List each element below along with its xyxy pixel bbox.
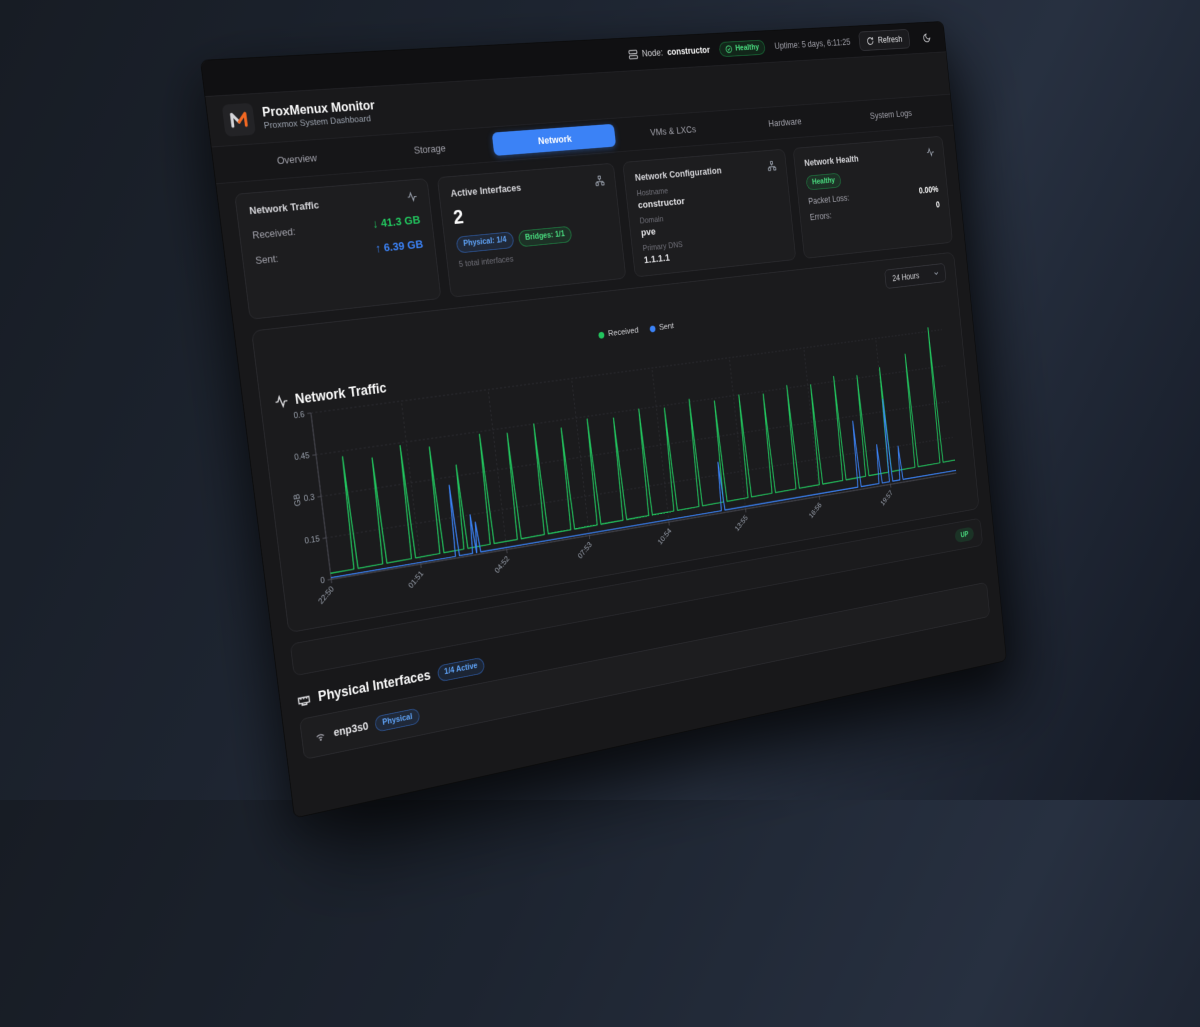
activity-icon xyxy=(406,191,418,203)
node-indicator: Node: constructor xyxy=(628,44,711,59)
active-count-badge: 1/4 Active xyxy=(437,657,486,682)
received-value: ↓ 41.3 GB xyxy=(372,213,421,230)
time-range-value: 24 Hours xyxy=(892,271,920,284)
chart-legend: Received Sent xyxy=(598,322,674,340)
legend-dot-received xyxy=(598,331,604,338)
tab-network[interactable]: Network xyxy=(492,124,616,156)
refresh-button[interactable]: Refresh xyxy=(858,29,910,51)
tab-overview[interactable]: Overview xyxy=(226,142,366,177)
physical-count-badge: Physical: 1/4 xyxy=(456,231,514,253)
chevron-down-icon xyxy=(933,269,940,278)
svg-text:0.3: 0.3 xyxy=(303,492,315,503)
ethernet-icon xyxy=(296,691,312,708)
up-status-badge: UP xyxy=(955,526,975,543)
bridges-count-badge: Bridges: 1/1 xyxy=(518,226,572,247)
network-traffic-card-title: Network Traffic xyxy=(249,199,320,217)
svg-text:19:57: 19:57 xyxy=(879,488,894,507)
interface-type-badge: Physical xyxy=(374,707,420,732)
errors-value: 0 xyxy=(936,200,941,210)
moon-icon xyxy=(922,32,931,43)
app-title-block: ProxMenux Monitor Proxmox System Dashboa… xyxy=(261,98,376,131)
node-value: constructor xyxy=(667,45,711,57)
legend-dot-sent xyxy=(649,325,655,332)
stage: Node: constructor Healthy Uptime: 5 days… xyxy=(200,60,1200,1027)
sent-label: Sent: xyxy=(255,252,279,266)
packet-loss-label: Packet Loss: xyxy=(808,193,850,207)
svg-text:0.45: 0.45 xyxy=(294,451,311,463)
network-health-card: Network Health Healthy Packet Loss: 0.00… xyxy=(793,136,953,259)
sent-value: ↑ 6.39 GB xyxy=(375,238,424,256)
health-card-status-badge: Healthy xyxy=(806,173,842,191)
legend-label-received: Received xyxy=(608,326,639,338)
uptime-text: Uptime: 5 days, 6:11:25 xyxy=(774,37,851,51)
network-configuration-card: Network Configuration Hostname construct… xyxy=(622,149,796,278)
tab-vms-lxcs[interactable]: VMs & LXCs xyxy=(614,115,731,146)
server-icon xyxy=(628,48,639,59)
proxmenux-logo xyxy=(222,103,256,137)
traffic-line-chart: 00.150.30.450.622:5001:5104:5207:5310:54… xyxy=(276,324,969,622)
network-health-card-title: Network Health xyxy=(804,153,859,168)
main-content: Network Traffic Received: ↓ 41.3 GB Sent… xyxy=(216,125,1002,774)
errors-label: Errors: xyxy=(809,211,832,223)
svg-text:04:52: 04:52 xyxy=(493,554,512,575)
refresh-label: Refresh xyxy=(877,34,902,45)
tab-system-logs[interactable]: System Logs xyxy=(838,100,943,129)
theme-toggle-button[interactable] xyxy=(917,27,935,48)
svg-text:13:55: 13:55 xyxy=(733,513,750,533)
svg-text:0.15: 0.15 xyxy=(304,534,320,546)
received-label: Received: xyxy=(252,225,296,241)
svg-text:GB: GB xyxy=(292,493,303,507)
svg-text:07:53: 07:53 xyxy=(576,540,594,561)
network-traffic-chart-card: 24 Hours Network Traffic xyxy=(251,252,979,633)
node-label: Node: xyxy=(641,47,663,58)
tab-storage[interactable]: Storage xyxy=(363,133,495,166)
legend-label-sent: Sent xyxy=(659,322,675,332)
refresh-icon xyxy=(866,36,874,45)
sent-row: Sent: ↑ 6.39 GB xyxy=(255,238,424,267)
health-status-label: Healthy xyxy=(735,43,760,52)
active-interfaces-card-title: Active Interfaces xyxy=(450,182,522,199)
activity-icon xyxy=(926,147,935,158)
signal-icon xyxy=(313,728,327,743)
activity-icon xyxy=(273,393,289,410)
svg-text:01:51: 01:51 xyxy=(406,568,425,590)
received-row: Received: ↓ 41.3 GB xyxy=(252,213,421,242)
svg-text:10:54: 10:54 xyxy=(656,526,673,546)
network-traffic-card: Network Traffic Received: ↓ 41.3 GB Sent… xyxy=(234,178,441,320)
network-configuration-card-title: Network Configuration xyxy=(634,165,722,183)
svg-text:0: 0 xyxy=(320,575,326,585)
network-icon xyxy=(594,175,605,187)
active-interfaces-card: Active Interfaces 2 Physical: 1/4 Bridge… xyxy=(437,163,626,298)
interface-name: enp3s0 xyxy=(333,720,369,739)
health-card-status-label: Healthy xyxy=(812,177,836,187)
check-circle-icon xyxy=(725,45,732,53)
proxmenux-dashboard: Node: constructor Healthy Uptime: 5 days… xyxy=(200,21,1007,818)
legend-item-received[interactable]: Received xyxy=(598,326,639,340)
svg-text:16:56: 16:56 xyxy=(807,500,823,520)
tab-hardware[interactable]: Hardware xyxy=(729,108,840,138)
packet-loss-value: 0.00% xyxy=(918,184,938,195)
svg-text:22:50: 22:50 xyxy=(316,584,336,606)
network-tree-icon xyxy=(767,160,777,171)
health-status-badge: Healthy xyxy=(719,39,766,56)
time-range-select[interactable]: 24 Hours xyxy=(884,263,946,289)
legend-item-sent[interactable]: Sent xyxy=(649,322,674,334)
